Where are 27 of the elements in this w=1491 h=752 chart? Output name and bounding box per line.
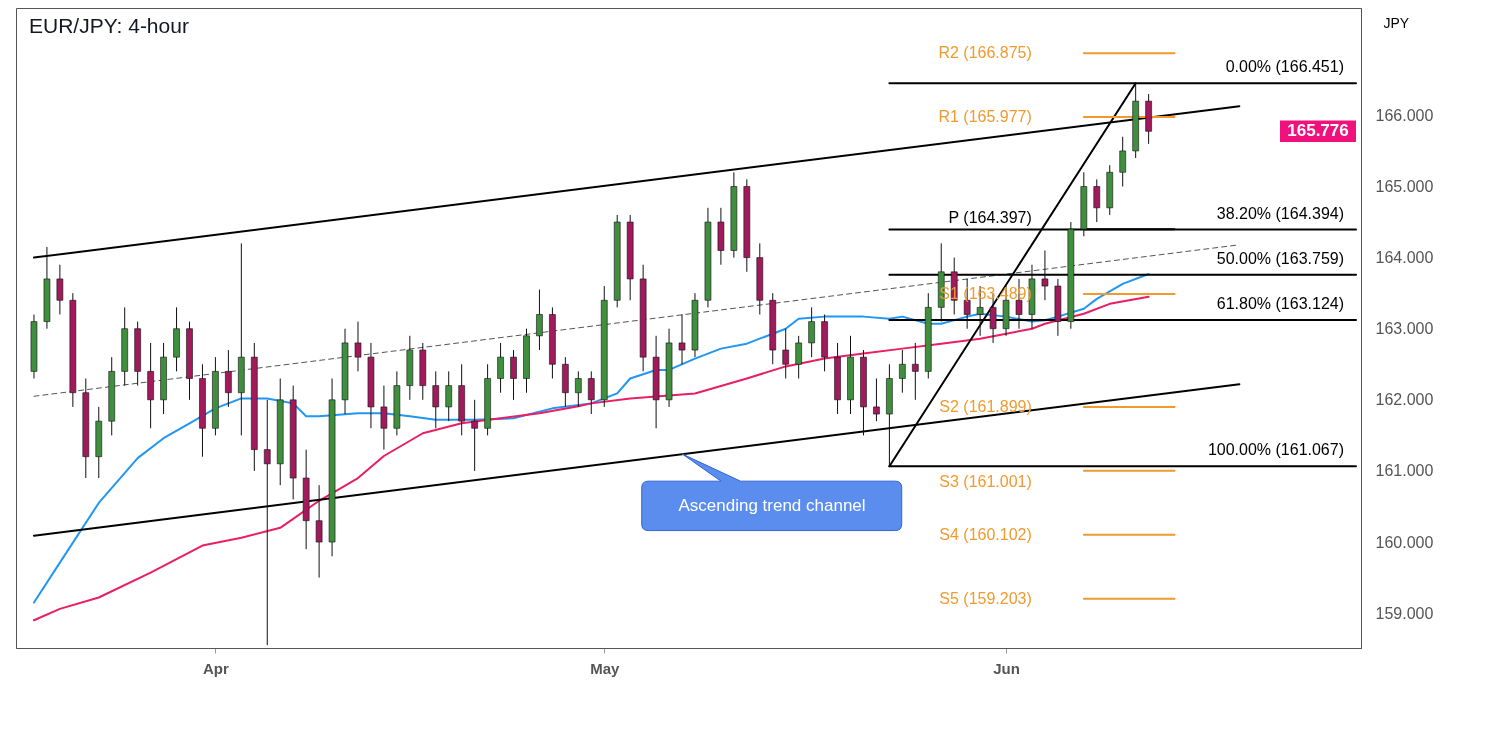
y-tick-label: 166.000: [1375, 106, 1434, 124]
annotation: 61.80% (163.124): [1216, 294, 1344, 312]
annotation: R1 (165.977): [938, 108, 1032, 126]
chart-title: EUR/JPY: 4-hour: [29, 14, 189, 37]
y-tick-label: 160.000: [1375, 533, 1434, 551]
annotation: 100.00% (161.067): [1207, 441, 1344, 459]
annotation: Ascending trend channel: [678, 495, 866, 515]
y-tick-label: 163.000: [1375, 320, 1434, 338]
annotation: S3 (161.001): [939, 472, 1032, 490]
y-tick-label: 162.000: [1375, 391, 1434, 409]
y-tick-label: 165.000: [1375, 177, 1434, 195]
y-axis-title: JPY: [1383, 14, 1410, 31]
annotation: 165.776: [1287, 121, 1349, 141]
annotation: S2 (161.899): [939, 398, 1032, 415]
x-tick-label: Apr: [203, 659, 229, 677]
annotation: R2 (166.875): [938, 44, 1032, 62]
x-tick-label: Jun: [993, 659, 1020, 677]
annotation: 38.20% (164.394): [1216, 204, 1344, 222]
annotation: S4 (160.102): [939, 525, 1032, 543]
annotation: S5 (159.203): [939, 589, 1032, 607]
y-tick-label: 164.000: [1375, 249, 1434, 267]
annotation: 0.00% (166.451): [1225, 58, 1344, 76]
annotation: 50.00% (163.759): [1216, 249, 1344, 267]
y-tick-label: 161.000: [1375, 462, 1434, 480]
annotation: P (164.397): [948, 209, 1032, 227]
x-tick-label: May: [590, 659, 620, 677]
y-tick-label: 159.000: [1375, 604, 1434, 622]
